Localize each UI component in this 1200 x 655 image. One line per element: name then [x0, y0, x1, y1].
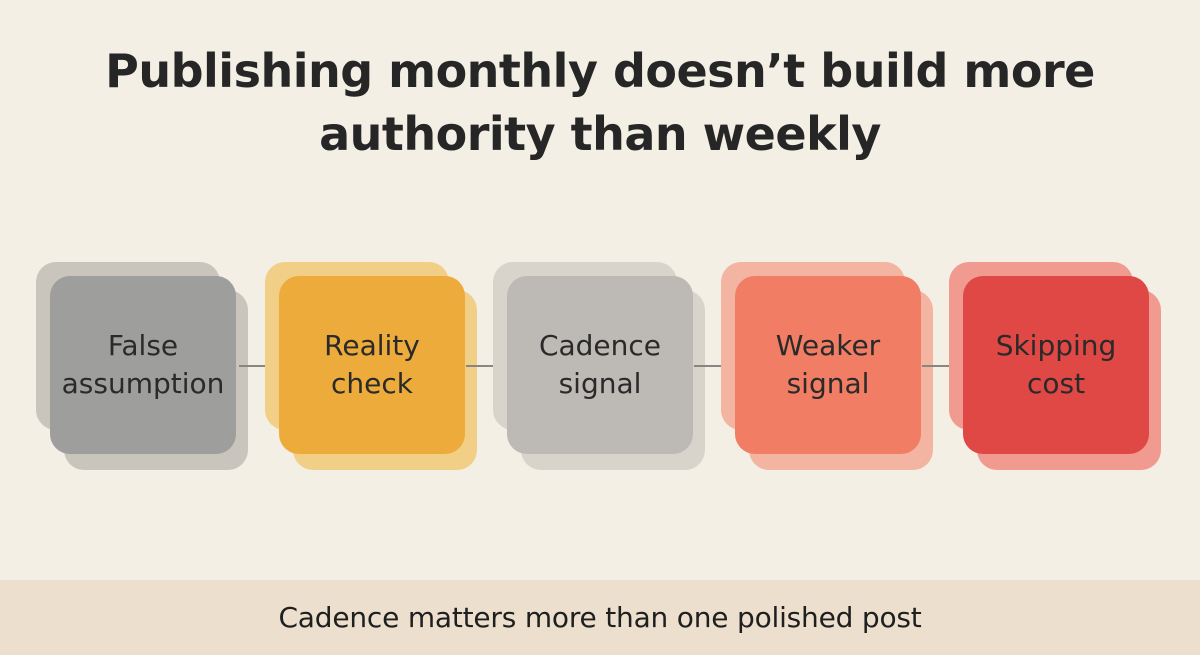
step-label: False assumption	[61, 329, 225, 400]
step-card: Skipping cost	[963, 276, 1149, 454]
arrow-connector	[694, 365, 732, 367]
step-label: Weaker signal	[775, 329, 881, 400]
footer-caption: Cadence matters more than one polished p…	[278, 601, 922, 634]
step-card: False assumption	[50, 276, 236, 454]
step-weaker-signal: Weaker signal	[721, 262, 933, 470]
step-skipping-cost: Skipping cost	[949, 262, 1161, 470]
step-label: Skipping cost	[995, 329, 1117, 400]
step-label: Reality check	[324, 329, 420, 400]
title-line-1: Publishing monthly doesn’t build more	[105, 44, 1095, 98]
footer-band: Cadence matters more than one polished p…	[0, 580, 1200, 655]
arrow-connector	[239, 365, 277, 367]
step-cadence-signal: Cadence signal	[493, 262, 705, 470]
page-title: Publishing monthly doesn’t build more au…	[0, 40, 1200, 166]
step-label: Cadence signal	[538, 329, 662, 400]
arrow-connector	[922, 365, 960, 367]
arrow-connector	[466, 365, 504, 367]
step-card: Reality check	[279, 276, 465, 454]
step-reality-check: Reality check	[265, 262, 477, 470]
step-false-assumption: False assumption	[36, 262, 248, 470]
step-card: Cadence signal	[507, 276, 693, 454]
step-card: Weaker signal	[735, 276, 921, 454]
title-line-2: authority than weekly	[319, 107, 881, 161]
